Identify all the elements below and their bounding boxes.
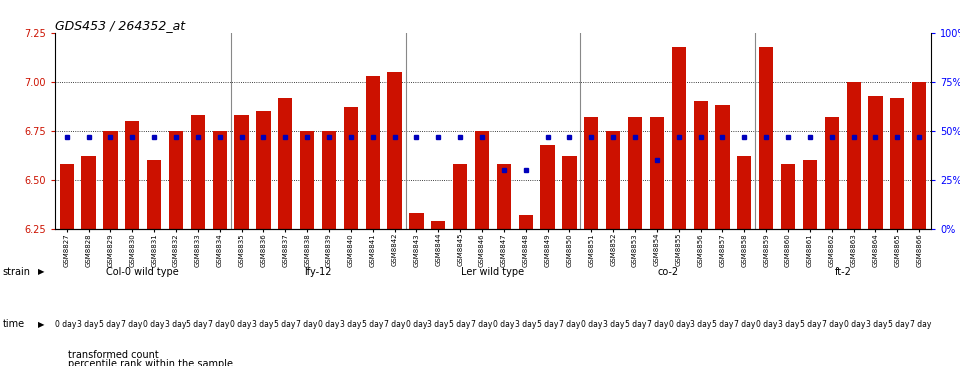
Text: transformed count: transformed count (68, 350, 159, 361)
Bar (366, 76, 380, 366)
Bar (104, 131, 117, 366)
Text: 0 day: 0 day (668, 320, 690, 329)
Bar (715, 105, 730, 366)
Text: 3 day: 3 day (77, 320, 98, 329)
Bar (869, 96, 882, 366)
Bar (563, 156, 577, 366)
Bar (125, 121, 139, 366)
Text: 7 day: 7 day (471, 320, 492, 329)
Bar (431, 221, 445, 366)
Bar (672, 46, 685, 366)
Bar (585, 117, 598, 366)
Text: 3 day: 3 day (427, 320, 449, 329)
Bar (475, 131, 490, 366)
Bar (518, 215, 533, 366)
Text: 7 day: 7 day (559, 320, 581, 329)
Bar (344, 107, 358, 366)
Text: 5 day: 5 day (275, 320, 296, 329)
Bar (82, 156, 96, 366)
Text: 7 day: 7 day (734, 320, 756, 329)
Bar (803, 160, 817, 366)
Bar (912, 82, 926, 366)
Text: 7 day: 7 day (647, 320, 668, 329)
Text: 3 day: 3 day (690, 320, 711, 329)
Text: co-2: co-2 (658, 267, 679, 277)
Bar (409, 213, 423, 366)
Text: 7 day: 7 day (208, 320, 229, 329)
Text: 0 day: 0 day (143, 320, 164, 329)
Bar (388, 72, 401, 366)
Text: 0 day: 0 day (493, 320, 515, 329)
Bar (256, 111, 271, 366)
Bar (453, 164, 468, 366)
Text: percentile rank within the sample: percentile rank within the sample (68, 359, 233, 366)
Text: 5 day: 5 day (449, 320, 470, 329)
Bar (693, 101, 708, 366)
Bar (606, 131, 620, 366)
Text: 3 day: 3 day (603, 320, 624, 329)
Bar (212, 131, 227, 366)
Text: 7 day: 7 day (384, 320, 405, 329)
Text: 7 day: 7 day (121, 320, 142, 329)
Text: 7 day: 7 day (822, 320, 843, 329)
Bar (890, 98, 904, 366)
Text: 0 day: 0 day (405, 320, 427, 329)
Text: 3 day: 3 day (779, 320, 800, 329)
Text: 3 day: 3 day (866, 320, 887, 329)
Text: Ler wild type: Ler wild type (462, 267, 524, 277)
Bar (847, 82, 861, 366)
Text: 0 day: 0 day (756, 320, 778, 329)
Text: ▶: ▶ (38, 267, 45, 276)
Text: ft-2: ft-2 (835, 267, 852, 277)
Bar (650, 117, 664, 366)
Text: ▶: ▶ (38, 320, 45, 329)
Bar (825, 117, 839, 366)
Bar (496, 164, 511, 366)
Bar (60, 164, 74, 366)
Text: 0 day: 0 day (230, 320, 252, 329)
Text: 0 day: 0 day (318, 320, 339, 329)
Bar (191, 115, 205, 366)
Text: 5 day: 5 day (625, 320, 646, 329)
Text: lfy-12: lfy-12 (304, 267, 331, 277)
Text: 5 day: 5 day (537, 320, 559, 329)
Bar (540, 145, 555, 366)
Text: 5 day: 5 day (186, 320, 207, 329)
Text: time: time (3, 319, 25, 329)
Text: 0 day: 0 day (55, 320, 77, 329)
Bar (278, 98, 293, 366)
Bar (737, 156, 752, 366)
Bar (628, 117, 642, 366)
Text: Col-0 wild type: Col-0 wild type (106, 267, 179, 277)
Text: 5 day: 5 day (712, 320, 733, 329)
Bar (169, 131, 183, 366)
Text: 7 day: 7 day (296, 320, 318, 329)
Text: 5 day: 5 day (99, 320, 120, 329)
Bar (780, 164, 795, 366)
Text: 3 day: 3 day (252, 320, 274, 329)
Text: 7 day: 7 day (909, 320, 931, 329)
Text: 3 day: 3 day (516, 320, 537, 329)
Bar (147, 160, 161, 366)
Text: 0 day: 0 day (581, 320, 602, 329)
Bar (234, 115, 249, 366)
Bar (759, 46, 774, 366)
Text: strain: strain (3, 267, 31, 277)
Text: 0 day: 0 day (844, 320, 865, 329)
Text: 3 day: 3 day (340, 320, 361, 329)
Bar (300, 131, 314, 366)
Text: GDS453 / 264352_at: GDS453 / 264352_at (55, 19, 185, 32)
Text: 3 day: 3 day (164, 320, 186, 329)
Text: 5 day: 5 day (888, 320, 909, 329)
Text: 5 day: 5 day (800, 320, 822, 329)
Text: 5 day: 5 day (362, 320, 383, 329)
Bar (322, 131, 336, 366)
